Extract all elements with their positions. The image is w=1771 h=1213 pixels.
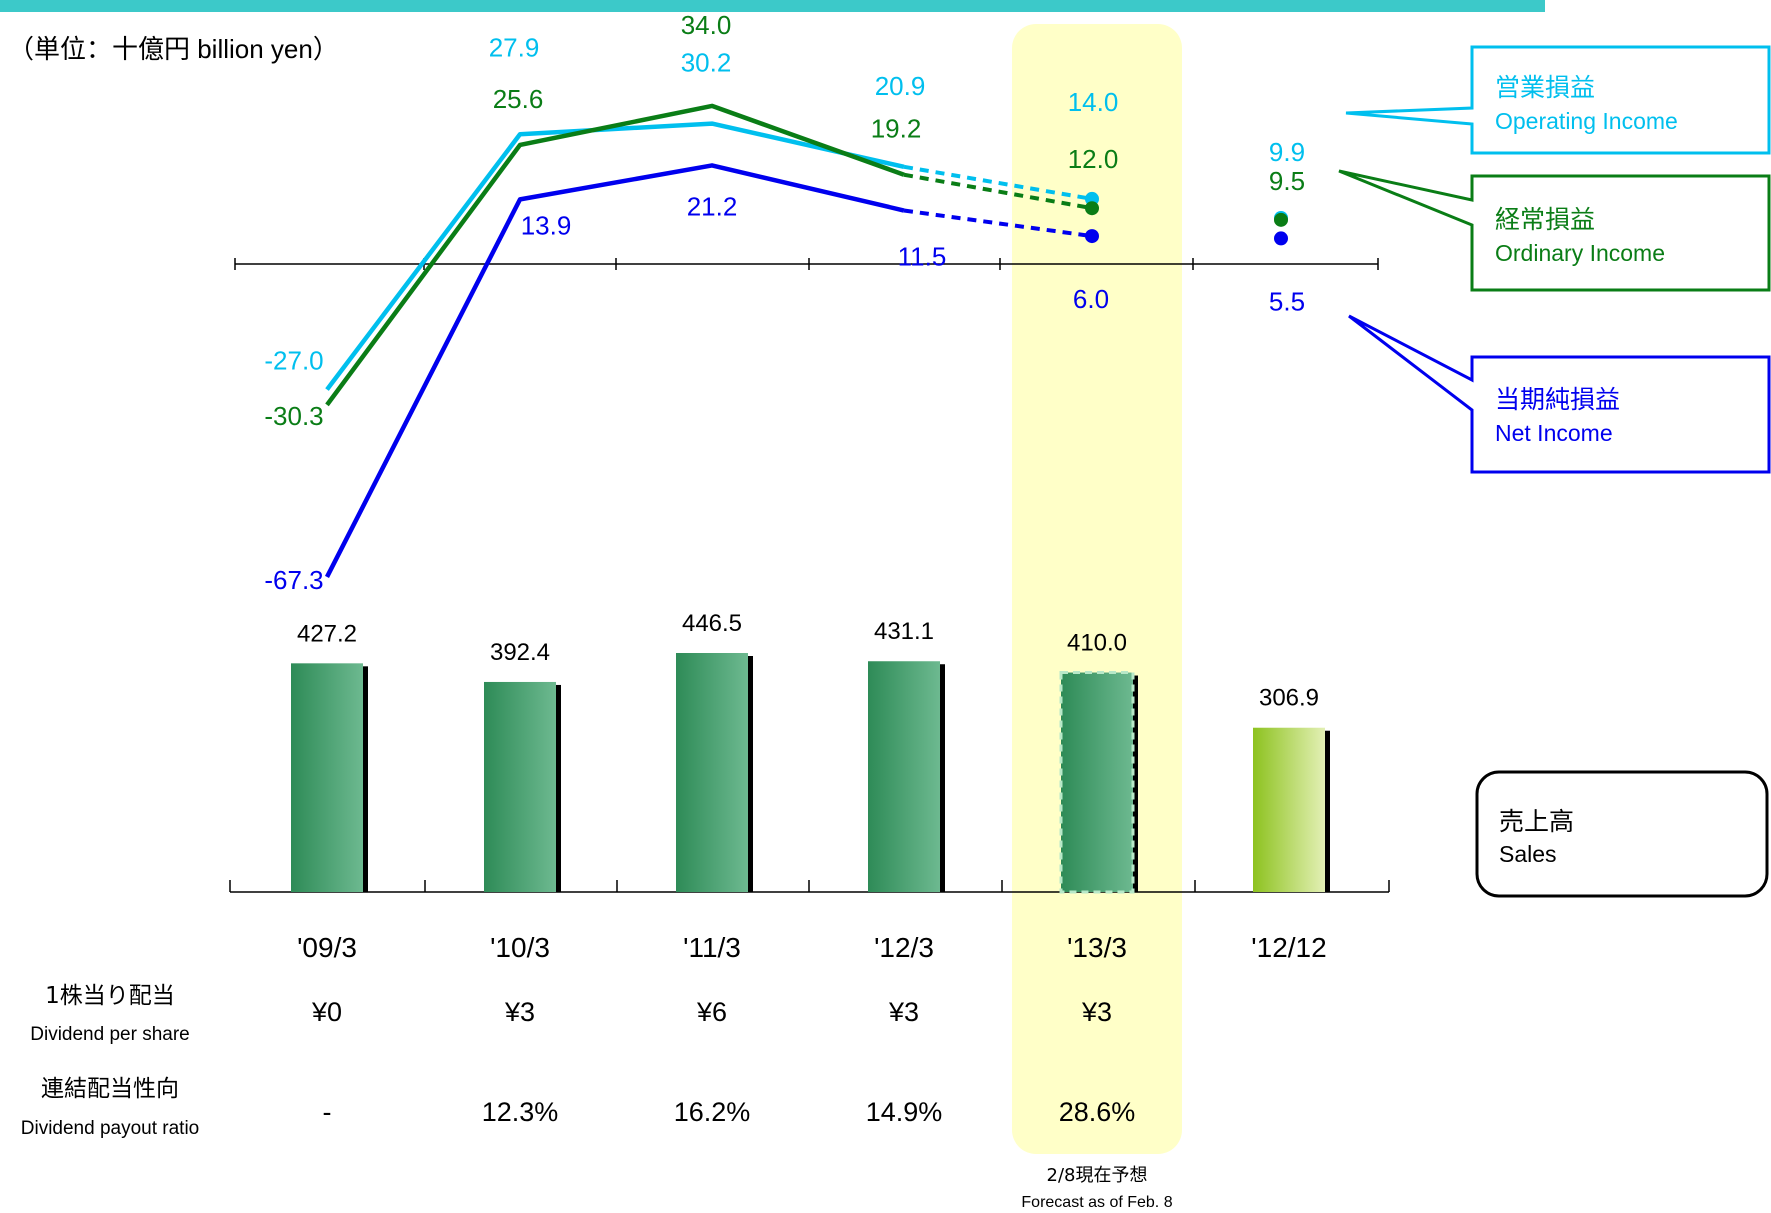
- table-row-0-en: Dividend per share: [30, 1024, 189, 1045]
- table-cell-0-123: ¥3: [888, 997, 919, 1027]
- sales-value-label-113: 446.5: [682, 610, 742, 637]
- line-net: [324, 163, 905, 578]
- line-ordinary: [325, 103, 905, 407]
- table-cell-0-113: ¥6: [696, 997, 727, 1027]
- sales-value-label-093: 427.2: [297, 620, 357, 647]
- label-ordinary-113: 34.0: [681, 10, 732, 40]
- callout-ordinary: 経常損益 Ordinary Income: [1338, 169, 1771, 292]
- dot-net-1212: [1274, 231, 1288, 246]
- label-operating-093: -27.0: [264, 346, 323, 376]
- table-cell-0-133: ¥3: [1081, 997, 1112, 1027]
- callout-operating-jp: 営業損益: [1495, 73, 1595, 102]
- callout-net-en: Net Income: [1495, 420, 1613, 446]
- line-operating: [325, 121, 905, 391]
- label-operating-133: 14.0: [1068, 87, 1119, 117]
- category-133: '13/3: [1067, 932, 1127, 963]
- callout-ordinary-jp: 経常損益: [1495, 205, 1595, 234]
- dot-net-133: [1085, 229, 1099, 244]
- callout-ordinary-en: Ordinary Income: [1495, 240, 1665, 266]
- header-bar: [0, 0, 1545, 12]
- label-ordinary-093: -30.3: [264, 401, 323, 431]
- label-net-113: 21.2: [687, 191, 738, 221]
- forecast-note-jp: 2/8現在予想: [1047, 1165, 1148, 1186]
- sales-axis-ticks: [229, 880, 1390, 892]
- label-ordinary-133: 12.0: [1068, 144, 1119, 174]
- sales-bar-133: [1061, 672, 1133, 892]
- label-ordinary-103: 25.6: [493, 84, 544, 114]
- label-operating-123: 20.9: [875, 71, 926, 101]
- category-093: '09/3: [297, 932, 357, 963]
- sales-bar-093: [291, 663, 363, 892]
- label-operating-1212: 9.9: [1269, 137, 1305, 167]
- table-cell-1-113: 16.2%: [674, 1097, 751, 1127]
- callout-sales: 売上高 Sales: [1475, 770, 1769, 898]
- category-1212: '12/12: [1251, 932, 1326, 963]
- category-labels: '09/3 '10/3 '11/3 '12/3 '13/3 '12/12: [297, 932, 1327, 963]
- table-cell-1-123: 14.9%: [866, 1097, 943, 1127]
- label-net-1212: 5.5: [1269, 286, 1305, 316]
- forecast-highlight: [1012, 24, 1182, 1154]
- table-row-0-jp: 1株当り配当: [45, 983, 175, 1009]
- sales-value-label-1212: 306.9: [1259, 685, 1319, 712]
- income-lines: [324, 103, 1288, 578]
- callout-sales-en: Sales: [1499, 841, 1557, 867]
- forecast-note-en: Forecast as of Feb. 8: [1021, 1194, 1172, 1211]
- label-operating-103: 27.9: [489, 32, 540, 62]
- label-net-123: 11.5: [898, 242, 947, 272]
- sales-bar-1212: [1253, 727, 1325, 892]
- sales-bar-forecast-outline: [1059, 671, 1135, 894]
- label-net-133: 6.0: [1073, 284, 1109, 314]
- category-123: '12/3: [874, 932, 934, 963]
- category-113: '11/3: [683, 932, 741, 963]
- callout-sales-jp: 売上高: [1499, 807, 1574, 836]
- sales-bar-103: [484, 681, 556, 892]
- dot-ordinary-133: [1085, 201, 1099, 216]
- callout-net-jp: 当期純損益: [1495, 385, 1620, 414]
- sales-value-label-103: 392.4: [490, 639, 550, 666]
- sales-value-label-123: 431.1: [874, 618, 934, 645]
- label-net-093: -67.3: [264, 565, 323, 595]
- label-operating-113: 30.2: [681, 48, 732, 78]
- label-ordinary-1212: 9.5: [1269, 166, 1305, 196]
- callout-net: 当期純損益 Net Income: [1348, 314, 1771, 474]
- callout-operating: 営業損益 Operating Income: [1345, 45, 1771, 155]
- table-row-1-jp: 連結配当性向: [41, 1076, 179, 1102]
- table-cell-1-093: -: [323, 1097, 332, 1127]
- label-ordinary-123: 19.2: [871, 114, 922, 144]
- table-cell-0-093: ¥0: [311, 997, 342, 1027]
- income-labels: -27.0 27.9 30.2 20.9 14.0 9.9 -30.3 25.6 34.0 19.…: [264, 10, 1305, 595]
- table-row-1-en: Dividend payout ratio: [21, 1118, 200, 1139]
- dividend-table: 1株当り配当 Dividend per share ¥0 ¥3 ¥6 ¥3 ¥3 連結配当性向…: [21, 983, 1136, 1139]
- sales-value-label-133: 410.0: [1067, 630, 1127, 657]
- table-cell-1-103: 12.3%: [482, 1097, 559, 1127]
- callout-operating-en: Operating Income: [1495, 108, 1678, 134]
- unit-label: （単位：十億円 billion yen）: [8, 34, 339, 64]
- sales-bar-123: [868, 661, 940, 892]
- label-net-103: 13.9: [521, 210, 572, 240]
- category-103: '10/3: [490, 932, 550, 963]
- dot-ordinary-1212: [1274, 212, 1288, 227]
- table-cell-1-133: 28.6%: [1059, 1097, 1136, 1127]
- table-cell-0-103: ¥3: [504, 997, 535, 1027]
- sales-bar-113: [676, 653, 748, 892]
- sales-bars: 427.2 392.4 446.5 431.1 410.0 306.9: [291, 610, 1330, 894]
